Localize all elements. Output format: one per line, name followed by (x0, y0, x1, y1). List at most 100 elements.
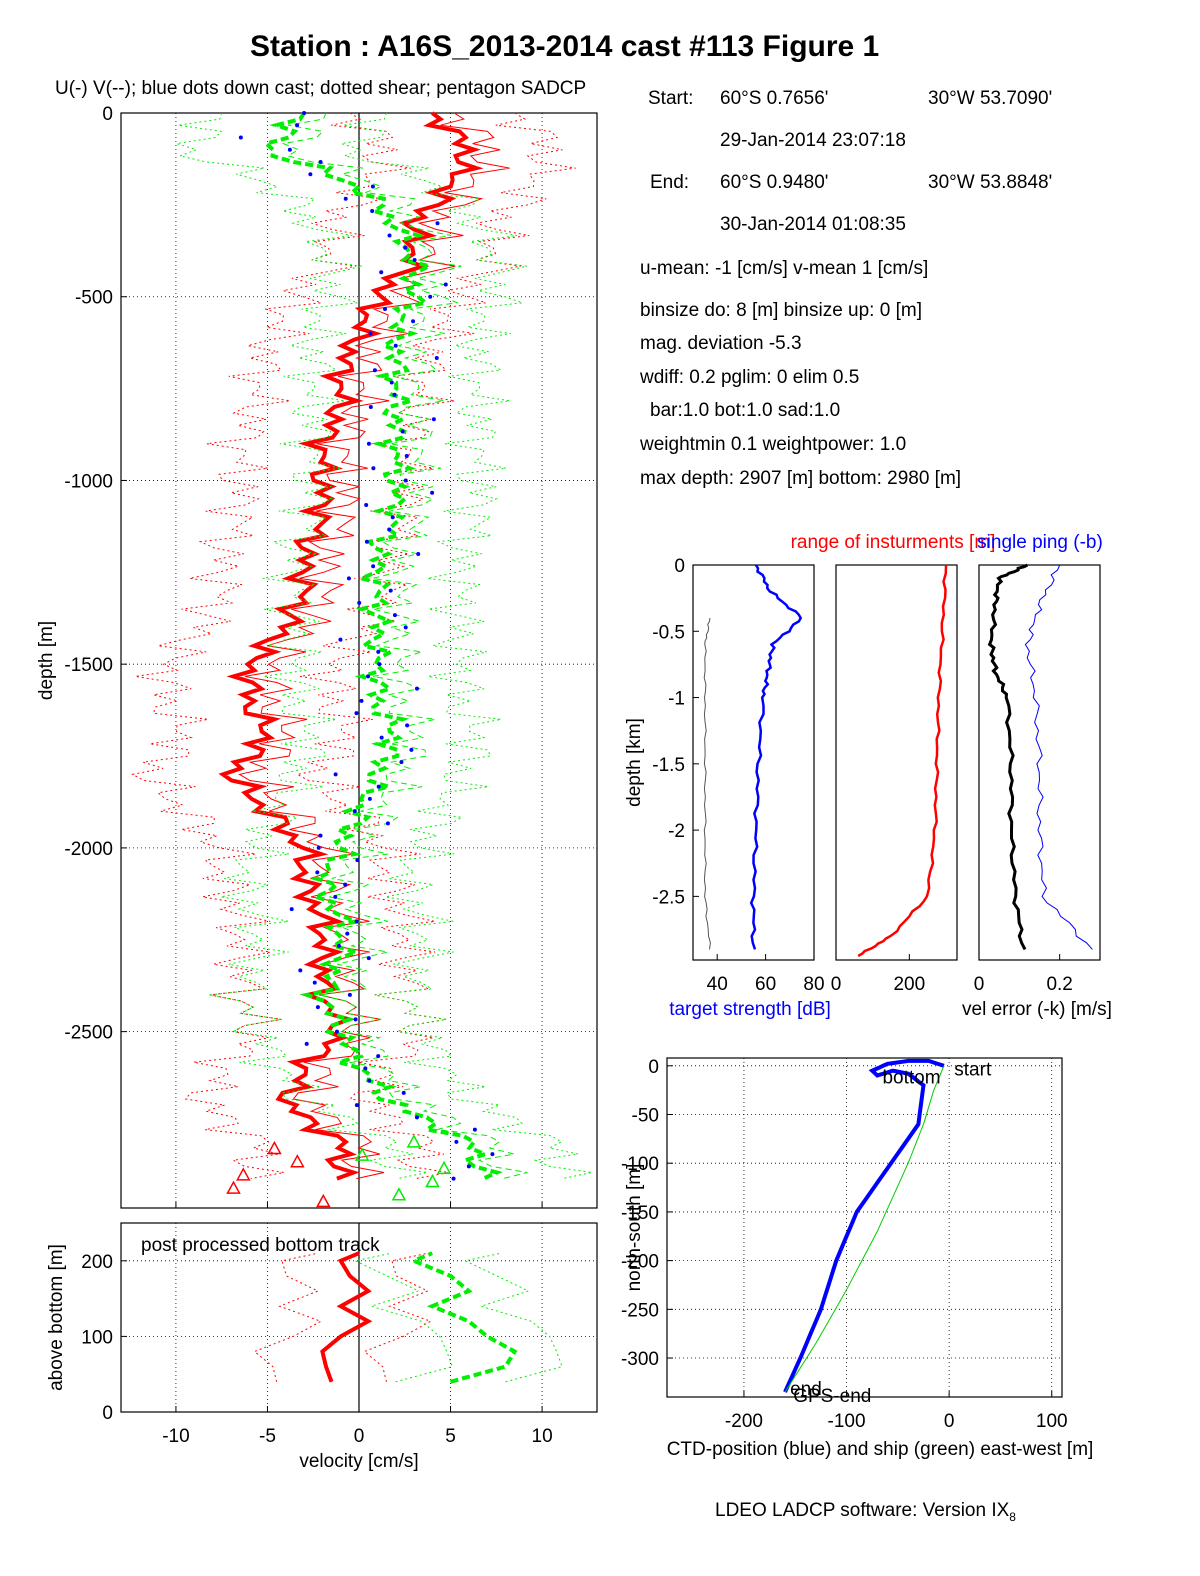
sadcp-marker (436, 1160, 452, 1175)
downcast-dot (287, 147, 292, 152)
sadcp-marker (290, 1154, 305, 1168)
bottom-track-ytick-label: 200 (81, 1252, 113, 1273)
bottom-track-xtick-label: 0 (354, 1426, 365, 1447)
downcast-dot (315, 870, 320, 875)
sadcp-marker (267, 1140, 282, 1155)
downcast-dot (371, 564, 376, 569)
legend-text: U(-) V(--); blue dots down cast; dotted … (55, 78, 587, 99)
downcast-dot (336, 943, 341, 948)
downcast-dot (364, 539, 369, 544)
downcast-dot (298, 968, 303, 973)
series-U-line (218, 111, 484, 1181)
downcast-dot (363, 1066, 368, 1071)
downcast-dot (403, 478, 408, 483)
ts-ylabel: depth [km] (624, 718, 645, 807)
downcast-dot (431, 417, 436, 422)
track-frame (666, 1057, 1063, 1398)
vel-error-title: single ping (-b) (977, 532, 1103, 553)
downcast-dot (366, 674, 371, 679)
downcast-dot (308, 172, 313, 177)
track-ship-line (784, 1065, 945, 1393)
downcast-dot (359, 698, 364, 703)
bt-U-shear-left (253, 1252, 323, 1382)
target-strength-ytick-label: 0 (674, 556, 685, 577)
bottom-track-ylabel: above bottom [m] (46, 1244, 67, 1391)
range-xtick-label: 0 (831, 974, 842, 995)
downcast-dot (367, 1078, 372, 1083)
track-ylabel: north-south [m] (624, 1164, 645, 1292)
downcast-dot (401, 1090, 406, 1095)
downcast-dot (382, 306, 387, 311)
target-strength-ytick-label: -0.5 (652, 622, 685, 643)
downcast-dot (343, 196, 348, 201)
means-text: u-mean: -1 [cm/s] v-mean 1 [cm/s] (640, 258, 929, 279)
downcast-dot (343, 882, 348, 887)
end-lat: 60°S 0.9480' (720, 172, 829, 193)
downcast-dot (392, 392, 397, 397)
downcast-dot (318, 159, 323, 164)
range-xtick-label: 200 (893, 974, 925, 995)
bottom-track-ytick-label: 100 (81, 1327, 113, 1348)
downcast-dot (370, 208, 375, 213)
binsize-text: binsize do: 8 [m] binsize up: 0 [m] (640, 300, 922, 321)
downcast-dot (304, 1041, 309, 1046)
downcast-dot (389, 380, 394, 385)
weight-text: weightmin 0.1 weightpower: 1.0 (640, 434, 907, 455)
downcast-dot (376, 1054, 381, 1059)
maxdepth-text: max depth: 2907 [m] bottom: 2980 [m] (640, 468, 962, 489)
vel-error-xtick-label: 0 (974, 974, 985, 995)
downcast-dot (366, 956, 371, 961)
downcast-dot (403, 245, 408, 250)
downcast-dot (302, 111, 307, 115)
target-strength-ytick-label: -1.5 (652, 755, 685, 776)
vel-error-xlabel: vel error (-k) [m/s] (962, 999, 1112, 1020)
sadcp-marker (406, 1134, 422, 1148)
downcast-dot (385, 821, 390, 826)
track-xtick-label: 0 (944, 1411, 955, 1432)
end-time: 30-Jan-2014 01:08:35 (720, 214, 906, 235)
range-series-line (857, 564, 948, 958)
downcast-dot (379, 735, 384, 740)
downcast-dot (352, 809, 357, 814)
target-strength-xtick-label: 60 (755, 974, 776, 995)
target-strength-ytick-label: -2.5 (652, 887, 685, 908)
velocity-profile-ylabel: depth [m] (36, 621, 57, 700)
downcast-dot (295, 123, 300, 128)
downcast-dot (316, 845, 321, 850)
downcast-dot (434, 355, 439, 360)
sadcp-marker (236, 1167, 251, 1181)
bottom-track-xtick-label: -10 (162, 1426, 189, 1447)
downcast-dot (472, 1127, 477, 1132)
start-lon: 30°W 53.7090' (928, 88, 1053, 109)
downcast-dot (388, 588, 393, 593)
downcast-dot (333, 894, 338, 899)
bottom-track-xlabel: velocity [cm/s] (299, 1451, 418, 1472)
downcast-dot (411, 319, 416, 324)
track-ytick-label: -50 (632, 1106, 659, 1127)
downcast-dot (345, 931, 350, 936)
downcast-dot (387, 527, 392, 532)
downcast-dot (451, 1176, 456, 1181)
downcast-dot (399, 760, 404, 765)
start-lat: 60°S 0.7656' (720, 88, 829, 109)
downcast-dot (416, 551, 421, 556)
track-ytick-label: -250 (621, 1300, 659, 1321)
downcast-dot (379, 270, 384, 275)
sadcp-marker (425, 1173, 440, 1188)
track-ytick-label: -300 (621, 1349, 659, 1370)
downcast-dot (354, 1103, 359, 1108)
downcast-dot (315, 1005, 320, 1010)
target-strength-ytick-label: -2 (668, 821, 685, 842)
track-xtick-label: 100 (1036, 1411, 1068, 1432)
downcast-dot (368, 404, 373, 409)
ts-series-line (749, 564, 803, 950)
downcast-dot (371, 466, 376, 471)
end-lon: 30°W 53.8848' (928, 172, 1053, 193)
downcast-dot (367, 796, 372, 801)
downcast-dot (289, 907, 294, 912)
downcast-dot (354, 919, 359, 924)
vel-error-series-line (987, 563, 1029, 951)
downcast-dot (318, 833, 323, 838)
magdev-text: mag. deviation -5.3 (640, 333, 802, 354)
sadcp-marker (226, 1180, 241, 1194)
